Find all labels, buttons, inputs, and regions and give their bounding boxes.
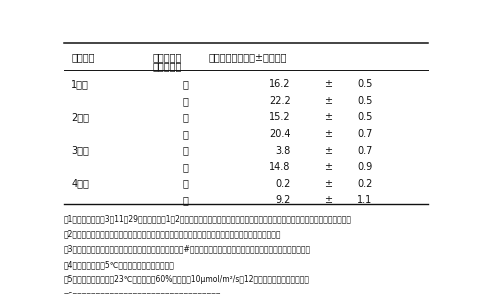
Text: ±: ± [324, 146, 332, 156]
Text: ±: ± [324, 113, 332, 123]
Text: 4）保管は湿式、5℃、暗黒条件として保管した: 4）保管は湿式、5℃、暗黒条件として保管した [64, 260, 175, 269]
Text: 1週間: 1週間 [71, 79, 89, 89]
Text: 22.2: 22.2 [269, 96, 290, 106]
Text: 無: 無 [183, 146, 189, 156]
Text: ±: ± [324, 178, 332, 188]
Text: 0.2: 0.2 [275, 178, 290, 188]
Text: ±: ± [324, 79, 332, 89]
Text: 有: 有 [183, 162, 189, 172]
Text: 16.2: 16.2 [269, 79, 290, 89]
Text: 処理の有無: 処理の有無 [153, 61, 182, 71]
Text: 無: 無 [183, 113, 189, 123]
Text: 無: 無 [183, 79, 189, 89]
Text: 日持ち日数（日）±標準誤差: 日持ち日数（日）±標準誤差 [209, 52, 288, 62]
Text: 保管期間: 保管期間 [71, 52, 95, 62]
Text: 有: 有 [183, 96, 189, 106]
Text: 有: 有 [183, 195, 189, 205]
Text: 0.7: 0.7 [357, 146, 372, 156]
Text: 0.5: 0.5 [357, 96, 372, 106]
Text: 0.5: 0.5 [357, 113, 372, 123]
Text: ±: ± [324, 162, 332, 172]
Text: 1.1: 1.1 [357, 195, 372, 205]
Text: 3）品質保持剤処理は、一時保管直前にミラクルミスト#（クリザール・ジャパン（株））を切り花全体に噴霧した: 3）品質保持剤処理は、一時保管直前にミラクルミスト#（クリザール・ジャパン（株）… [64, 245, 311, 254]
Text: 15.2: 15.2 [269, 113, 290, 123]
Text: 3.8: 3.8 [276, 146, 290, 156]
Text: ±: ± [324, 129, 332, 139]
Text: 14.8: 14.8 [269, 162, 290, 172]
Text: 5）日持ち試験は室温23℃、相対湿度60%、光強度10μmol/m²/s、12時間日長条件下で実施した: 5）日持ち試験は室温23℃、相対湿度60%、光強度10μmol/m²/s、12時… [64, 275, 310, 285]
Text: 9.2: 9.2 [275, 195, 290, 205]
Text: 2）供試切り花をフレッシュライナー（クリザール・ジャパン（株））で包み、湿式の状態で保管した: 2）供試切り花をフレッシュライナー（クリザール・ジャパン（株））で包み、湿式の状… [64, 229, 281, 238]
Text: 0.9: 0.9 [357, 162, 372, 172]
Text: 有: 有 [183, 129, 189, 139]
Text: 無: 無 [183, 178, 189, 188]
Text: ±: ± [324, 195, 332, 205]
Text: 注1）試験には令和3年11月29日に切り前が1〜2輪開花の状態で収穫した「カルテットホワイト」（（縁）サカタのタネ）を用いた: 注1）試験には令和3年11月29日に切り前が1〜2輪開花の状態で収穫した「カルテ… [64, 214, 352, 223]
Text: 3週間: 3週間 [71, 146, 89, 156]
Text: 品質保持剤: 品質保持剤 [153, 52, 182, 62]
Text: 2週間: 2週間 [71, 113, 89, 123]
Text: 6）日持ちは開花小花のうち、半数の小花が萎れた時点で終了と判断した: 6）日持ちは開花小花のうち、半数の小花が萎れた時点で終了と判断した [64, 291, 221, 294]
Text: 0.2: 0.2 [357, 178, 372, 188]
Text: 0.7: 0.7 [357, 129, 372, 139]
Text: 0.5: 0.5 [357, 79, 372, 89]
Text: ±: ± [324, 96, 332, 106]
Text: 20.4: 20.4 [269, 129, 290, 139]
Text: 4週間: 4週間 [71, 178, 89, 188]
